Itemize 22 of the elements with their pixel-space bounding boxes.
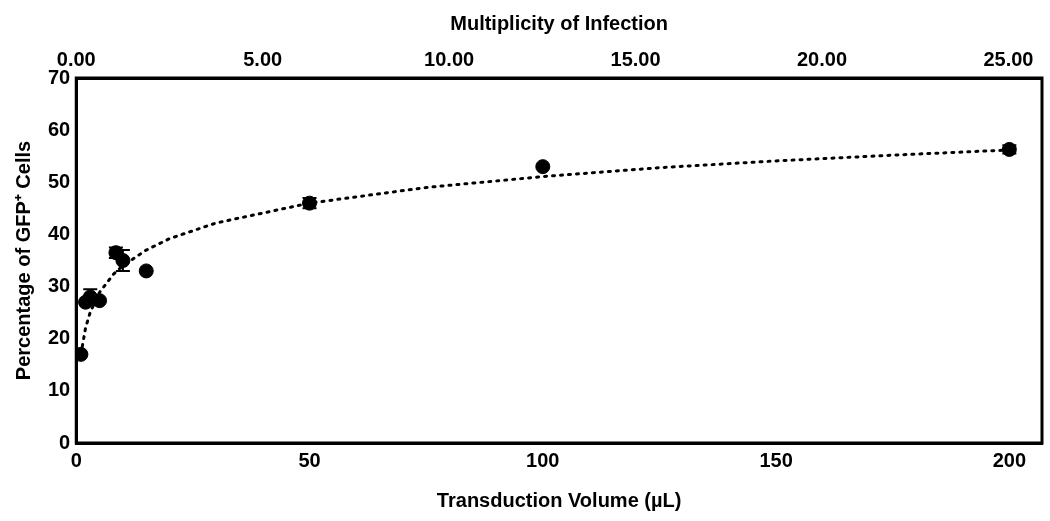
x2-tick-label: 10.00	[424, 47, 475, 70]
x-tick-label: 50	[298, 448, 321, 471]
x-tick-label: 200	[992, 448, 1027, 471]
point	[535, 159, 551, 175]
x-tick-label: 150	[759, 448, 793, 471]
point	[92, 293, 108, 309]
point	[138, 263, 154, 279]
y-tick-label: 0	[59, 430, 71, 453]
x2-axis-title: Multiplicity of Infection	[450, 11, 669, 34]
y-axis-title: Percentage of GFP⁺ Cells	[11, 140, 34, 381]
x2-tick-label: 25.00	[983, 47, 1034, 70]
x-axis-title: Transduction Volume (µL)	[436, 488, 682, 511]
x2-tick-label: 5.00	[243, 47, 283, 70]
y-tick-label: 20	[48, 326, 71, 349]
y-tick-label: 60	[48, 117, 71, 140]
y-tick-label: 40	[48, 221, 71, 244]
x2-tick-label: 20.00	[796, 47, 848, 70]
x2-tick-label: 15.00	[610, 47, 661, 70]
y-tick-label: 30	[48, 274, 71, 297]
y-tick-label: 10	[48, 378, 71, 401]
y-tick-label: 50	[48, 169, 71, 192]
x-tick-label: 100	[526, 448, 560, 471]
